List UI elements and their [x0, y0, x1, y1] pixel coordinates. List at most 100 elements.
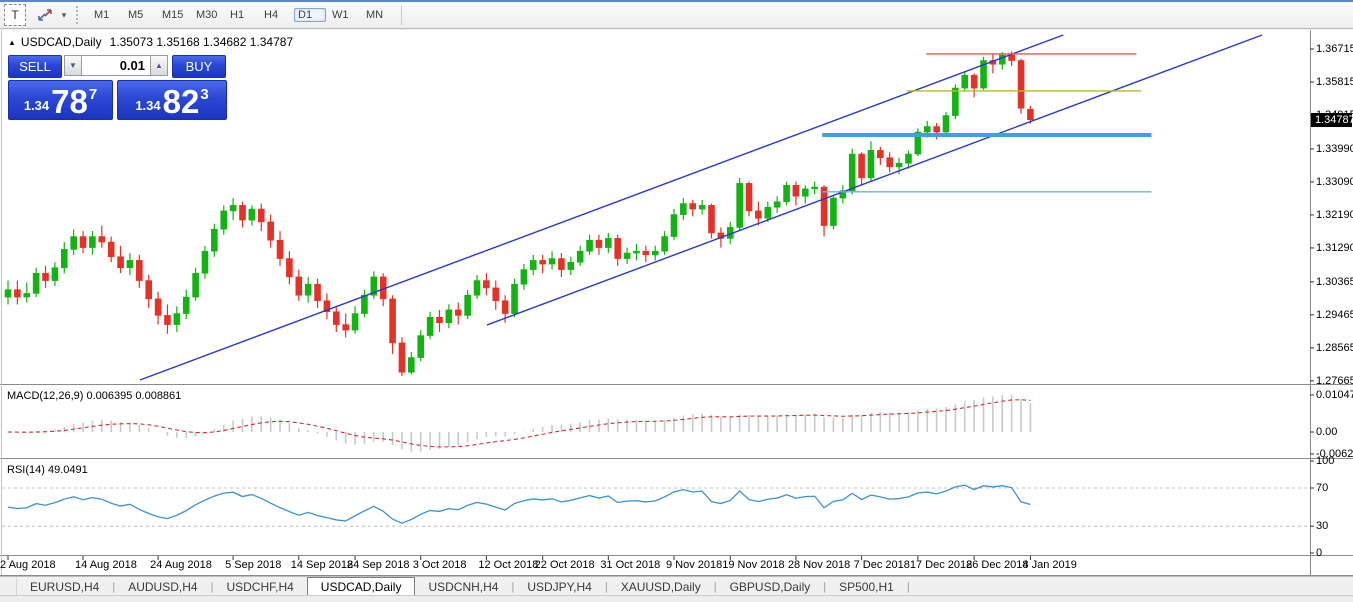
macd-histogram: [16, 394, 1032, 452]
date-axis-label: 2 Aug 2018: [0, 559, 56, 571]
sell-button[interactable]: SELL: [8, 55, 62, 78]
date-axis-label: 12 Oct 2018: [478, 559, 539, 571]
chart-symbol-period: USDCAD,Daily: [20, 35, 102, 49]
timeframe-button-d1[interactable]: D1: [294, 8, 326, 22]
date-axis-label: 14 Sep 2018: [290, 559, 354, 571]
price-axis-label: 1.29465: [1316, 308, 1353, 321]
rsi-plot: [7, 484, 1031, 524]
price-axis-label: 1.33090: [1316, 175, 1353, 188]
price-axis-label: 1.32190: [1316, 208, 1353, 221]
buy-price-prefix: 1.34: [135, 98, 161, 113]
current-price-box: 1.34787: [1311, 112, 1353, 127]
date-axis-label: 28 Nov 2018: [787, 559, 851, 571]
symbol-tab-audusd[interactable]: AUDUSD,H4: [128, 579, 198, 594]
macd-axis-label: 0.010474: [1316, 389, 1353, 401]
date-axis-label: 7 Dec 2018: [853, 559, 910, 571]
text-tool-button[interactable]: T: [4, 4, 26, 26]
rsi-axis-label: 30: [1316, 520, 1329, 533]
channel-lower: [486, 34, 1263, 326]
rsi-indicator-label: RSI(14) 49.0491: [7, 464, 88, 476]
date-axis-label: 5 Sep 2018: [225, 559, 282, 571]
buy-price-big: 82: [162, 83, 200, 120]
tab-separator: |: [210, 580, 214, 593]
date-axis-label: 24 Sep 2018: [347, 559, 410, 571]
sell-price-panel[interactable]: 1.34 78 7: [8, 80, 113, 120]
timeframe-button-m5[interactable]: M5: [128, 9, 144, 21]
symbol-tab-usdchf[interactable]: USDCHF,H4: [226, 579, 294, 594]
timeframe-button-m1[interactable]: M1: [94, 9, 110, 21]
symbol-tab-eurusd[interactable]: EURUSD,H4: [30, 579, 100, 594]
collapse-arrow-icon[interactable]: ▲: [8, 38, 16, 47]
tab-bar-edge: [0, 577, 17, 596]
timeframe-button-mn[interactable]: MN: [366, 9, 384, 21]
rsi-levels: [2, 487, 1310, 527]
timeframe-button-m15[interactable]: M15: [162, 9, 184, 21]
date-axis-label: 14 Aug 2018: [75, 559, 137, 571]
macd-signal-line: [7, 399, 1031, 448]
sell-price-big: 78: [51, 83, 88, 120]
tab-separator: |: [604, 580, 608, 593]
symbol-tab-usdcad[interactable]: USDCAD,Daily: [306, 577, 416, 596]
volume-stepper: ▼ ▲: [64, 55, 168, 78]
macd-axis-label: 0.00: [1316, 426, 1338, 438]
tab-scroll-strip[interactable]: [0, 595, 1353, 602]
date-axis-label: 9 Nov 2018: [665, 559, 723, 571]
date-axis-label: 31 Oct 2018: [600, 559, 661, 571]
timeframe-group: M1 M5 M15 M30 H1 H4 D1 W1 MN: [89, 8, 395, 22]
tab-separator: |: [112, 580, 116, 593]
date-axis-label: 24 Aug 2018: [150, 559, 212, 571]
volume-increase-button[interactable]: ▲: [150, 55, 168, 76]
date-axis-label: 26 Dec 2018: [966, 559, 1029, 571]
price-axis-label: 1.31290: [1316, 241, 1353, 254]
buy-price-sup: 3: [200, 86, 209, 103]
toolbar-separator: [401, 5, 402, 25]
rsi-axis-label: 0: [1316, 547, 1323, 559]
chart-objects: [139, 34, 1263, 381]
symbol-tab-sp500[interactable]: SP500,H1: [839, 579, 894, 594]
volume-decrease-button[interactable]: ▼: [64, 55, 82, 76]
volume-input[interactable]: [82, 55, 150, 76]
sell-price-sup: 7: [88, 86, 98, 103]
macd-signal: [7, 399, 1031, 448]
buy-price-panel[interactable]: 1.34 82 3: [117, 80, 227, 120]
timeframe-button-w1[interactable]: W1: [332, 9, 349, 21]
tab-separator: |: [511, 580, 515, 593]
tab-separator: |: [823, 580, 827, 593]
rsi-axis-label: 70: [1316, 482, 1329, 494]
symbol-tab-gbpusd[interactable]: GBPUSD,Daily: [729, 579, 811, 594]
price-axis-label: 1.27665: [1316, 374, 1353, 387]
toolbar: T ▾ M1 M5 M15 M30 H1 H4 D1 W1 MN: [0, 2, 1353, 29]
price-axis-label: 1.30365: [1316, 275, 1353, 288]
toolbar-grip[interactable]: [76, 6, 83, 24]
date-axis-label: 3 Oct 2018: [412, 559, 467, 571]
sell-price-prefix: 1.34: [23, 98, 50, 113]
price-axis-label: 1.33990: [1316, 142, 1353, 155]
symbol-tab-xauusd[interactable]: XAUUSD,Daily: [620, 579, 701, 594]
rsi-line: [7, 484, 1031, 524]
date-axis-label: 19 Nov 2018: [722, 559, 785, 571]
candlesticks: [4, 51, 1034, 376]
arrange-dropdown-caret[interactable]: ▾: [61, 9, 67, 20]
date-axis-label: 4 Jan 2019: [1022, 559, 1077, 571]
rsi-axis-label: 100: [1316, 455, 1335, 467]
timeframe-button-m30[interactable]: M30: [196, 9, 218, 21]
date-axis-label: 22 Oct 2018: [534, 559, 595, 571]
chart-title: ▲ USDCAD,Daily 1.35073 1.35168 1.34682 1.3…: [8, 35, 293, 49]
macd-axis-label: -0.006218: [1316, 447, 1353, 460]
symbol-tab-usdcnh[interactable]: USDCNH,H4: [428, 579, 499, 594]
chart-tab-bar: EURUSD,H4 | AUDUSD,H4 | USDCHF,H4 USDCAD,Dail…: [0, 576, 1353, 596]
diagonal-arrows-icon: [38, 9, 52, 21]
timeframe-button-h1[interactable]: H1: [230, 9, 245, 21]
tab-separator: |: [906, 580, 910, 593]
tab-separator: |: [713, 580, 717, 593]
arrange-windows-icon[interactable]: [32, 5, 58, 25]
timeframe-button-h4[interactable]: H4: [264, 9, 279, 21]
symbol-tab-usdjpy[interactable]: USDJPY,H4: [527, 579, 592, 594]
chart-ohlc-values: 1.35073 1.35168 1.34682 1.34787: [109, 35, 294, 49]
buy-button[interactable]: BUY: [172, 55, 226, 78]
price-axis-label: 1.35815: [1316, 76, 1353, 88]
channel-upper: [139, 34, 1064, 381]
